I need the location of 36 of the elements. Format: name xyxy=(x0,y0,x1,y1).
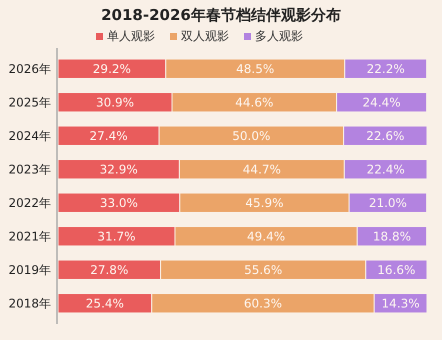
y-tick-label: 2021年 xyxy=(8,229,51,244)
data-label: 22.2% xyxy=(366,62,405,76)
data-label: 27.4% xyxy=(89,128,128,143)
y-tick-label: 2024年 xyxy=(8,128,51,143)
y-tick-label: 2022年 xyxy=(8,196,51,210)
y-tick-label: 2025年 xyxy=(8,95,51,110)
data-label: 33.0% xyxy=(100,196,138,210)
data-label: 31.7% xyxy=(97,229,136,244)
data-label: 18.8% xyxy=(372,229,412,244)
data-label: 50.0% xyxy=(232,128,270,143)
data-label: 48.5% xyxy=(236,62,274,76)
data-label: 22.4% xyxy=(366,162,405,176)
data-label: 22.6% xyxy=(366,128,404,143)
legend-label: 多人观影 xyxy=(255,29,303,43)
chart-title: 2018-2026年春节档结伴观影分布 xyxy=(101,6,341,24)
data-label: 55.6% xyxy=(244,262,282,277)
data-label: 44.6% xyxy=(235,95,274,110)
y-tick-label: 2023年 xyxy=(8,162,51,176)
data-label: 30.9% xyxy=(96,95,134,110)
data-label: 45.9% xyxy=(245,196,284,210)
y-tick-label: 2018年 xyxy=(8,296,51,310)
data-label: 44.7% xyxy=(242,162,281,176)
data-label: 29.2% xyxy=(92,62,131,76)
data-label: 60.3% xyxy=(244,296,282,310)
data-label: 16.6% xyxy=(377,262,416,277)
y-tick-label: 2019年 xyxy=(8,262,51,277)
y-tick-label: 2026年 xyxy=(8,62,51,76)
data-label: 49.4% xyxy=(247,229,286,244)
data-label: 14.3% xyxy=(382,296,420,310)
data-label: 21.0% xyxy=(368,196,407,210)
legend-label: 双人观影 xyxy=(181,29,229,43)
data-label: 27.8% xyxy=(90,262,128,277)
legend-label: 单人观影 xyxy=(107,29,155,43)
data-label: 32.9% xyxy=(100,162,138,176)
data-label: 25.4% xyxy=(86,296,124,310)
data-label: 24.4% xyxy=(362,95,401,110)
